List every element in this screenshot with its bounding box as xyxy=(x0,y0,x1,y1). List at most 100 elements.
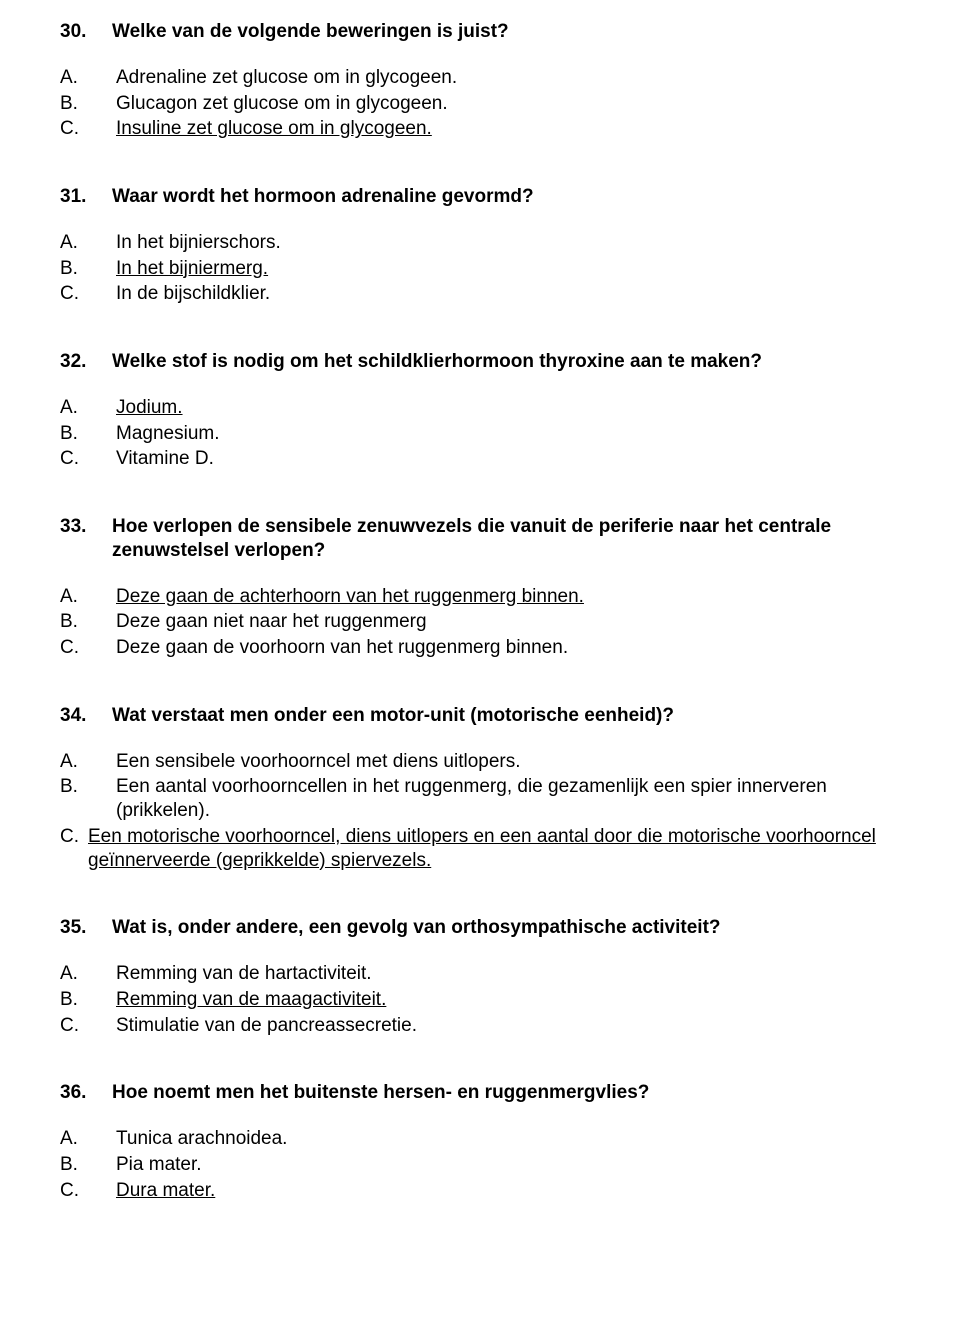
answer-options: A.Remming van de hartactiviteit.B. Remmin… xyxy=(60,962,900,1037)
option-letter: A. xyxy=(60,231,88,255)
question-block: 30.Welke van de volgende beweringen is j… xyxy=(60,20,900,141)
option-letter: C. xyxy=(60,1179,88,1203)
option-text: Een motorische voorhoorncel, diens uitlo… xyxy=(88,825,900,873)
option-indent xyxy=(88,422,116,446)
answer-option: B.Pia mater. xyxy=(60,1153,900,1177)
option-text: Deze gaan niet naar het ruggenmerg xyxy=(116,610,900,634)
answer-options: A.Een sensibele voorhoorncel met diens u… xyxy=(60,750,900,873)
question-text: Waar wordt het hormoon adrenaline gevorm… xyxy=(112,185,900,209)
question-number: 30. xyxy=(60,20,112,44)
question-heading: 33.Hoe verlopen de sensibele zenuwvezels… xyxy=(60,515,900,563)
answer-option: A.Deze gaan de achterhoorn van het rugge… xyxy=(60,585,900,609)
option-indent xyxy=(88,1014,116,1038)
answer-option: B. Een aantal voorhoorncellen in het rugg… xyxy=(60,775,900,823)
question-number: 34. xyxy=(60,704,112,728)
option-text: Deze gaan de achterhoorn van het ruggenm… xyxy=(116,585,900,609)
option-text: In het bijniermerg. xyxy=(116,257,900,281)
option-text: Remming van de maagactiviteit. xyxy=(116,988,900,1012)
option-letter: B. xyxy=(60,422,88,446)
option-text: Tunica arachnoidea. xyxy=(116,1127,900,1151)
question-heading: 30.Welke van de volgende beweringen is j… xyxy=(60,20,900,44)
option-text: Insuline zet glucose om in glycogeen. xyxy=(116,117,900,141)
option-text: Deze gaan de voorhoorn van het ruggenmer… xyxy=(116,636,900,660)
question-block: 32.Welke stof is nodig om het schildklie… xyxy=(60,350,900,471)
question-heading: 32.Welke stof is nodig om het schildklie… xyxy=(60,350,900,374)
option-indent xyxy=(88,92,116,116)
option-indent xyxy=(88,257,116,281)
option-letter: B. xyxy=(60,775,88,823)
option-indent xyxy=(88,447,116,471)
option-letter: A. xyxy=(60,1127,88,1151)
option-letter: C. xyxy=(60,636,88,660)
option-text: Een sensibele voorhoorncel met diens uit… xyxy=(116,750,900,774)
option-indent xyxy=(88,1127,116,1151)
answer-option: B.Magnesium. xyxy=(60,422,900,446)
option-indent xyxy=(88,282,116,306)
question-heading: 34.Wat verstaat men onder een motor-unit… xyxy=(60,704,900,728)
question-heading: 35.Wat is, onder andere, een gevolg van … xyxy=(60,916,900,940)
option-text: Adrenaline zet glucose om in glycogeen. xyxy=(116,66,900,90)
question-block: 33.Hoe verlopen de sensibele zenuwvezels… xyxy=(60,515,900,660)
answer-option: A. Adrenaline zet glucose om in glycogeen… xyxy=(60,66,900,90)
option-text: In het bijnierschors. xyxy=(116,231,900,255)
option-text: In de bijschildklier. xyxy=(116,282,900,306)
answer-options: A. Adrenaline zet glucose om in glycogeen… xyxy=(60,66,900,141)
option-text: Dura mater. xyxy=(116,1179,900,1203)
question-text: Welke stof is nodig om het schildklierho… xyxy=(112,350,900,374)
option-letter: C. xyxy=(60,447,88,471)
option-letter: C. xyxy=(60,117,88,141)
option-indent xyxy=(88,1179,116,1203)
option-indent xyxy=(88,962,116,986)
question-heading: 31.Waar wordt het hormoon adrenaline gev… xyxy=(60,185,900,209)
option-letter: C. xyxy=(60,1014,88,1038)
question-text: Welke van de volgende beweringen is juis… xyxy=(112,20,900,44)
question-text: Wat is, onder andere, een gevolg van ort… xyxy=(112,916,900,940)
option-letter: B. xyxy=(60,92,88,116)
answer-option: A.Remming van de hartactiviteit. xyxy=(60,962,900,986)
question-block: 34.Wat verstaat men onder een motor-unit… xyxy=(60,704,900,873)
question-heading: 36.Hoe noemt men het buitenste hersen- e… xyxy=(60,1081,900,1105)
question-number: 32. xyxy=(60,350,112,374)
option-indent xyxy=(88,231,116,255)
answer-options: A. In het bijnierschors. B. In het bijnierm… xyxy=(60,231,900,306)
question-text: Hoe verlopen de sensibele zenuwvezels di… xyxy=(112,515,900,563)
answer-options: A. Tunica arachnoidea.B.Pia mater.C. Dura … xyxy=(60,1127,900,1202)
option-letter: A. xyxy=(60,66,88,90)
answer-option: C.Een motorische voorhoorncel, diens uit… xyxy=(60,825,900,873)
option-text: Pia mater. xyxy=(116,1153,900,1177)
answer-options: A.Deze gaan de achterhoorn van het rugge… xyxy=(60,585,900,660)
option-letter: A. xyxy=(60,962,88,986)
question-number: 35. xyxy=(60,916,112,940)
answer-option: B. In het bijniermerg. xyxy=(60,257,900,281)
answer-option: A. Jodium. xyxy=(60,396,900,420)
option-letter: B. xyxy=(60,257,88,281)
option-indent xyxy=(88,66,116,90)
answer-option: A. Tunica arachnoidea. xyxy=(60,1127,900,1151)
option-letter: B. xyxy=(60,988,88,1012)
option-letter: C. xyxy=(60,282,88,306)
answer-option: B. Remming van de maagactiviteit. xyxy=(60,988,900,1012)
question-number: 33. xyxy=(60,515,112,563)
option-letter: B. xyxy=(60,610,88,634)
option-text: Glucagon zet glucose om in glycogeen. xyxy=(116,92,900,116)
option-letter: C. xyxy=(60,825,88,873)
option-letter: A. xyxy=(60,396,88,420)
answer-option: B. Deze gaan niet naar het ruggenmerg xyxy=(60,610,900,634)
answer-options: A. Jodium.B.Magnesium.C. Vitamine D. xyxy=(60,396,900,471)
option-text: Jodium. xyxy=(116,396,900,420)
option-indent xyxy=(88,1153,116,1177)
answer-option: A.Een sensibele voorhoorncel met diens u… xyxy=(60,750,900,774)
question-number: 36. xyxy=(60,1081,112,1105)
option-text: Een aantal voorhoorncellen in het ruggen… xyxy=(116,775,900,823)
option-indent xyxy=(88,750,116,774)
answer-option: C. Dura mater. xyxy=(60,1179,900,1203)
answer-option: C. Vitamine D. xyxy=(60,447,900,471)
question-text: Hoe noemt men het buitenste hersen- en r… xyxy=(112,1081,900,1105)
question-number: 31. xyxy=(60,185,112,209)
option-indent xyxy=(88,988,116,1012)
option-indent xyxy=(88,636,116,660)
answer-option: A. In het bijnierschors. xyxy=(60,231,900,255)
option-text: Vitamine D. xyxy=(116,447,900,471)
question-block: 36.Hoe noemt men het buitenste hersen- e… xyxy=(60,1081,900,1202)
answer-option: C.Stimulatie van de pancreassecretie. xyxy=(60,1014,900,1038)
